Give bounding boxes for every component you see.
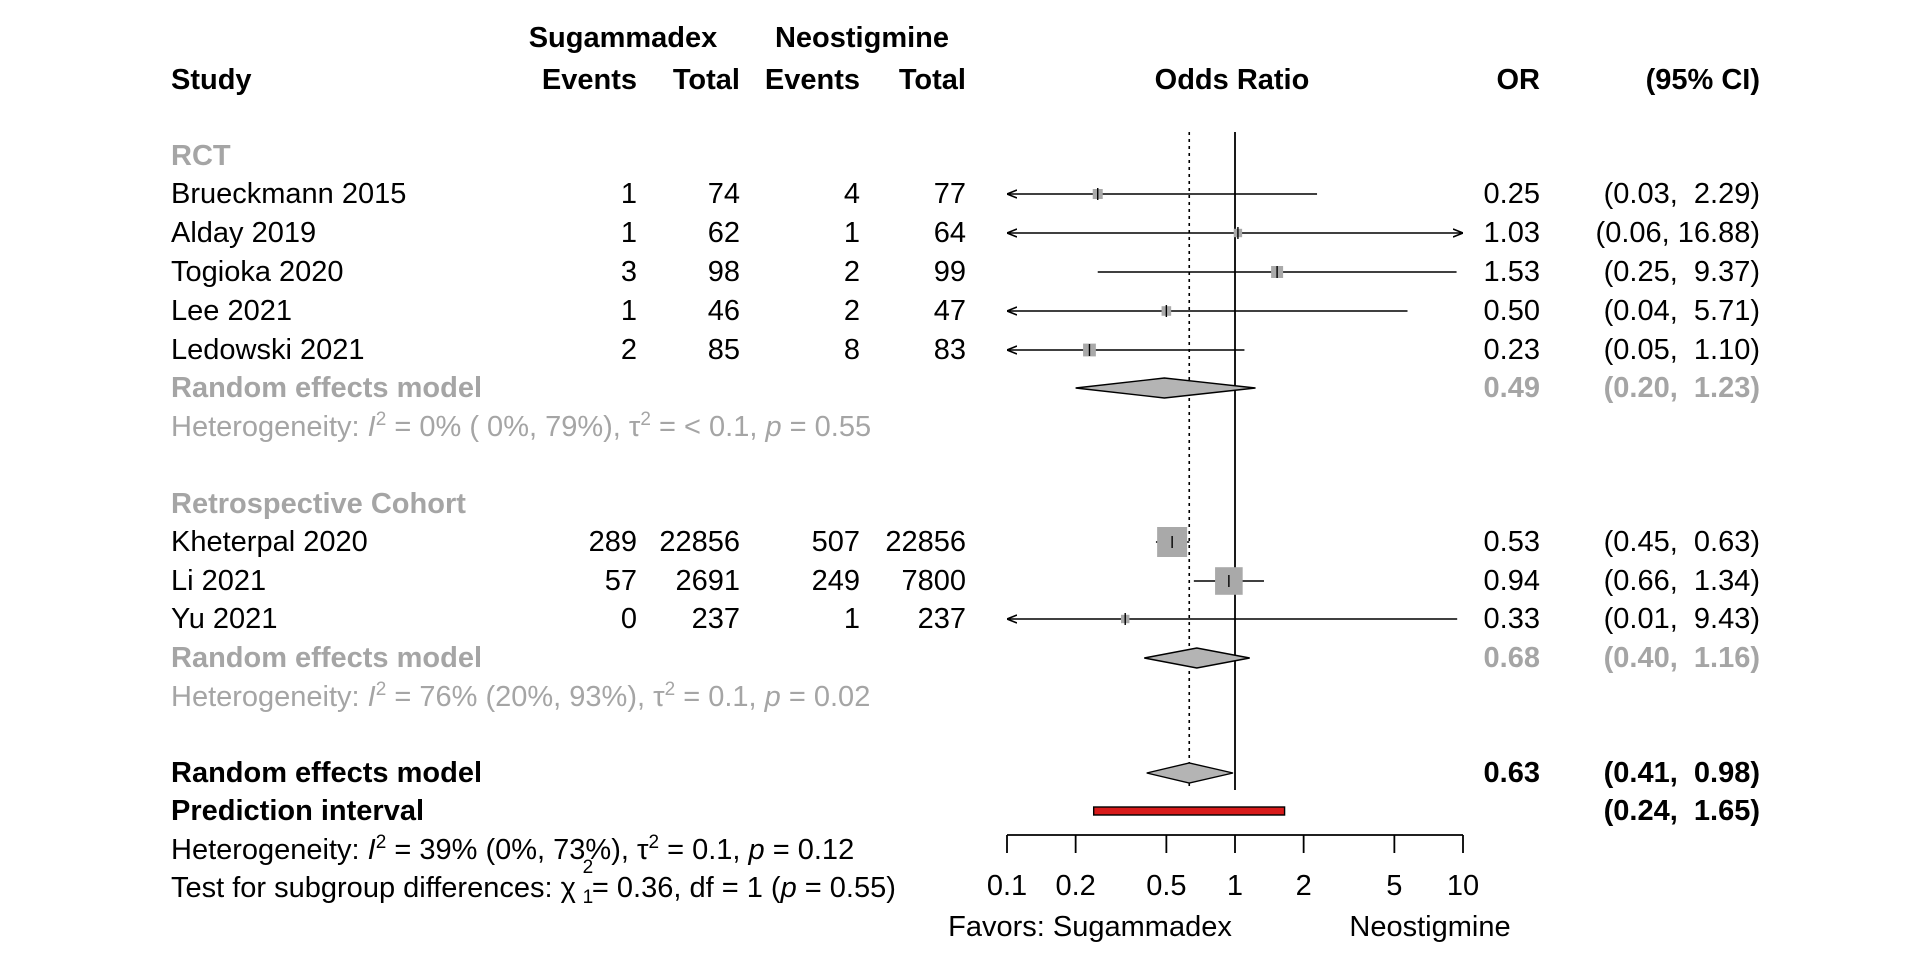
subgroup-model-label: Random effects model xyxy=(171,642,482,674)
header-ci: (95% CI) xyxy=(1645,64,1760,96)
study-total-1: 22856 xyxy=(659,526,740,558)
x-axis-tick-label: 5 xyxy=(1386,870,1402,902)
prediction-interval-ci: (0.24, 1.65) xyxy=(1603,795,1760,827)
study-events-1: 289 xyxy=(588,526,637,558)
study-or: 0.53 xyxy=(1483,526,1540,558)
x-axis-tick-label: 2 xyxy=(1296,870,1312,902)
study-total-1: 237 xyxy=(691,603,740,635)
x-axis-tick-label: 1 xyxy=(1227,870,1243,902)
study-or: 1.03 xyxy=(1483,217,1540,249)
study-ci: (0.01, 9.43) xyxy=(1603,603,1760,635)
overall-heterogeneity: Heterogeneity: I2 = 39% (0%, 73%), τ2 = … xyxy=(171,832,855,866)
favors-left-label: Favors: Sugammadex xyxy=(948,911,1232,943)
overall-ci: (0.41, 0.98) xyxy=(1603,757,1760,789)
study-name: Yu 2021 xyxy=(171,603,278,635)
subgroup-diamond xyxy=(1075,377,1256,399)
study-or: 0.50 xyxy=(1483,295,1540,327)
study-total-2: 83 xyxy=(933,334,966,366)
study-ci: (0.66, 1.34) xyxy=(1603,565,1760,597)
header-group2: Neostigmine xyxy=(774,22,950,54)
study-total-2: 22856 xyxy=(885,526,966,558)
study-events-2: 507 xyxy=(811,526,860,558)
study-total-1: 46 xyxy=(707,295,740,327)
subgroup-ci: (0.20, 1.23) xyxy=(1603,372,1760,404)
study-ci: (0.04, 5.71) xyxy=(1603,295,1760,327)
overall-diamond xyxy=(1146,762,1234,784)
study-events-2: 8 xyxy=(843,334,860,366)
study-total-1: 74 xyxy=(707,178,740,210)
overall-model-label: Random effects model xyxy=(171,757,482,789)
x-axis-tick-label: 0.1 xyxy=(987,870,1027,902)
prediction-interval-bar xyxy=(1092,806,1286,816)
header-total-1: Total xyxy=(672,64,740,96)
study-or: 0.94 xyxy=(1483,565,1540,597)
study-events-1: 1 xyxy=(620,217,637,249)
study-ci: (0.45, 0.63) xyxy=(1603,526,1760,558)
subgroup-ci: (0.40, 1.16) xyxy=(1603,642,1760,674)
study-or: 0.33 xyxy=(1483,603,1540,635)
prediction-interval-label: Prediction interval xyxy=(171,795,425,827)
header-study: Study xyxy=(171,64,252,96)
study-total-2: 7800 xyxy=(901,565,966,597)
study-total-1: 2691 xyxy=(675,565,740,597)
study-name: Ledowski 2021 xyxy=(171,334,365,366)
study-ci: (0.05, 1.10) xyxy=(1603,334,1760,366)
study-events-2: 2 xyxy=(843,256,860,288)
study-events-1: 57 xyxy=(604,565,637,597)
study-name: Li 2021 xyxy=(171,565,267,597)
study-or: 1.53 xyxy=(1483,256,1540,288)
study-events-2: 249 xyxy=(811,565,860,597)
header-odds-ratio: Odds Ratio xyxy=(1154,64,1310,96)
subgroup-heterogeneity: Heterogeneity: I2 = 0% ( 0%, 79%), τ2 = … xyxy=(171,409,872,443)
x-axis-tick-label: 0.2 xyxy=(1055,870,1095,902)
study-events-2: 4 xyxy=(843,178,860,210)
study-total-2: 47 xyxy=(933,295,966,327)
study-events-2: 1 xyxy=(843,217,860,249)
study-events-2: 1 xyxy=(843,603,860,635)
study-events-1: 3 xyxy=(620,256,637,288)
study-ci: (0.03, 2.29) xyxy=(1603,178,1760,210)
study-events-1: 1 xyxy=(620,295,637,327)
study-events-1: 0 xyxy=(620,603,637,635)
subgroup-title-retrospective: Retrospective Cohort xyxy=(171,488,466,520)
header-events-1: Events xyxy=(541,64,637,96)
study-total-1: 62 xyxy=(707,217,740,249)
study-events-1: 1 xyxy=(620,178,637,210)
study-or: 0.23 xyxy=(1483,334,1540,366)
favors-right-label: Neostigmine xyxy=(1349,911,1511,943)
study-name: Togioka 2020 xyxy=(171,256,344,288)
study-total-2: 237 xyxy=(917,603,966,635)
study-total-1: 85 xyxy=(707,334,740,366)
study-total-2: 77 xyxy=(933,178,966,210)
study-events-1: 2 xyxy=(620,334,637,366)
study-or: 0.25 xyxy=(1483,178,1540,210)
subgroup-model-label: Random effects model xyxy=(171,372,482,404)
subgroup-heterogeneity: Heterogeneity: I2 = 76% (20%, 93%), τ2 =… xyxy=(171,679,871,713)
study-name: Kheterpal 2020 xyxy=(171,526,368,558)
header-group1: Sugammadex xyxy=(528,22,718,54)
study-ci: (0.25, 9.37) xyxy=(1603,256,1760,288)
header-total-2: Total xyxy=(898,64,966,96)
study-name: Brueckmann 2015 xyxy=(171,178,407,210)
subgroup-or: 0.68 xyxy=(1483,642,1540,674)
header-events-2: Events xyxy=(764,64,860,96)
x-axis-tick-label: 10 xyxy=(1447,870,1479,902)
study-ci: (0.06, 16.88) xyxy=(1595,217,1760,249)
subgroup-diamond xyxy=(1144,647,1250,669)
header-or: OR xyxy=(1496,64,1541,96)
study-name: Alday 2019 xyxy=(171,217,317,249)
subgroup-title-rct: RCT xyxy=(171,140,231,172)
x-axis-tick-label: 0.5 xyxy=(1146,870,1186,902)
subgroup-or: 0.49 xyxy=(1483,372,1540,404)
study-events-2: 2 xyxy=(843,295,860,327)
study-name: Lee 2021 xyxy=(171,295,292,327)
study-total-1: 98 xyxy=(707,256,740,288)
study-total-2: 99 xyxy=(933,256,966,288)
study-total-2: 64 xyxy=(933,217,966,249)
overall-or: 0.63 xyxy=(1483,757,1540,789)
